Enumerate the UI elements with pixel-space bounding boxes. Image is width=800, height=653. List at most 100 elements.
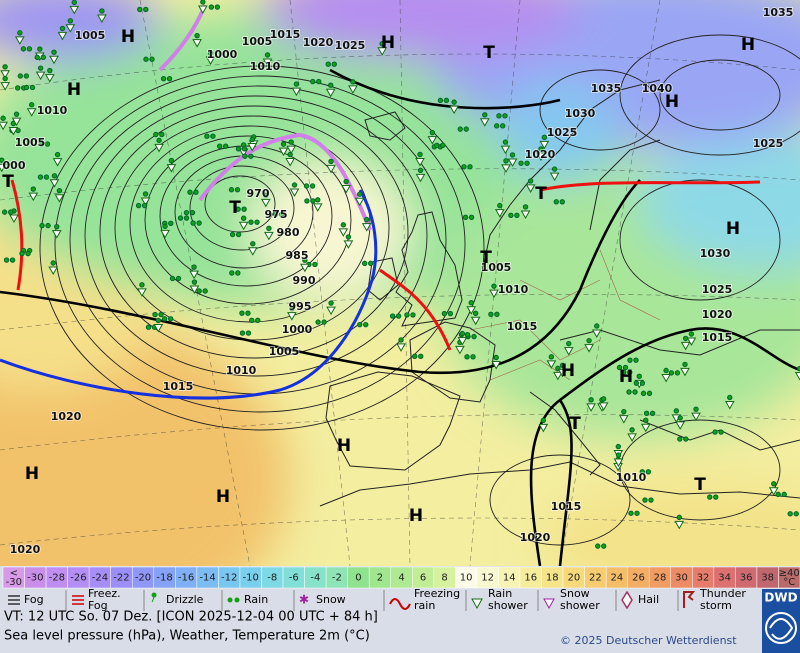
rain-dot — [241, 146, 248, 152]
rain-dot — [538, 146, 544, 152]
rain-dot — [459, 330, 466, 337]
isobar-label: 1010 — [250, 60, 281, 73]
shower-symbol — [768, 487, 779, 496]
rain-dot — [143, 6, 149, 13]
shower-symbol — [343, 240, 354, 249]
rain-dot — [166, 75, 173, 82]
rain-dot — [468, 300, 474, 306]
scale-label: 14 — [503, 573, 516, 584]
shower-symbol — [354, 197, 365, 207]
rain-dot — [51, 173, 58, 179]
shower-symbol — [286, 145, 297, 155]
rain-dot — [175, 275, 182, 282]
isobar-label: 1015 — [551, 500, 582, 513]
rain-dot — [457, 126, 463, 132]
pressure-system: H — [665, 92, 679, 112]
rain-dot — [248, 219, 254, 225]
isobar — [539, 69, 661, 151]
shower-symbol — [674, 520, 685, 530]
rain-dot — [325, 61, 331, 67]
rain-dot — [621, 369, 627, 375]
rain-dot — [693, 406, 699, 412]
rain-dot — [309, 183, 316, 189]
rain-dot — [321, 319, 327, 325]
pressure-system: T — [480, 248, 492, 268]
rain-dot — [71, 0, 77, 6]
rain-dot — [43, 174, 50, 180]
rain-dot — [497, 202, 503, 209]
rain-dot — [615, 443, 622, 450]
rain-dot — [310, 78, 316, 85]
rain-dot — [214, 4, 221, 10]
rain-dot — [196, 288, 202, 294]
scale-label: -8 — [267, 573, 277, 584]
rain-dot — [235, 270, 241, 276]
scale-label: 0 — [355, 573, 361, 584]
rain-dot — [20, 46, 27, 52]
shower-symbol — [598, 402, 609, 411]
shower-symbol — [192, 39, 202, 48]
rain-dot — [379, 41, 385, 47]
shower-symbol — [189, 285, 200, 295]
rain-dot — [0, 115, 6, 121]
scale-label: 34 — [718, 573, 731, 584]
rain-dot — [38, 141, 45, 147]
rain-dot — [674, 370, 681, 376]
rain-dot — [771, 481, 777, 487]
rain-dot — [54, 151, 61, 158]
rain-dot — [17, 73, 24, 79]
rain-dot — [363, 216, 370, 223]
rain-dot — [287, 151, 293, 158]
shower-symbol — [525, 184, 536, 193]
pressure-system: H — [381, 33, 395, 53]
rain-dot — [509, 152, 516, 158]
rain-dot — [464, 332, 471, 338]
scale-label: -16 — [178, 573, 194, 584]
rain-dot — [208, 4, 215, 10]
rain-dot — [34, 54, 40, 61]
rain-dot — [9, 257, 16, 263]
rain-dot — [443, 97, 450, 104]
shower-symbol — [415, 157, 425, 167]
isobar — [489, 454, 631, 546]
rain-dot — [600, 396, 607, 402]
rain-dot — [395, 313, 402, 319]
shower-symbol — [247, 247, 258, 256]
rain-dot — [350, 79, 356, 85]
pressure-system: H — [619, 367, 633, 387]
isobar-label: 1005 — [242, 35, 273, 48]
scale-label: 10 — [460, 573, 473, 584]
rain-dot — [56, 188, 63, 194]
shower-symbol — [14, 36, 25, 45]
rain-dot — [601, 543, 607, 549]
rain-dot — [615, 452, 622, 458]
rain-dot — [143, 56, 149, 62]
rain-dot — [137, 6, 143, 13]
isobar-label: 1025 — [335, 39, 366, 52]
rain-dot — [210, 133, 216, 139]
rain-dot — [15, 85, 21, 91]
rain-dot — [142, 191, 149, 197]
shower-symbol — [0, 82, 11, 91]
legend-label: Snow — [560, 587, 590, 600]
scale-label: -28 — [49, 573, 65, 584]
isobar — [39, 65, 485, 431]
shower-symbol — [557, 368, 568, 378]
shower-symbol — [338, 228, 349, 237]
rain-dot — [622, 364, 629, 371]
shower-symbol — [291, 87, 302, 97]
rain-dot — [447, 310, 454, 317]
shower-symbol — [49, 179, 60, 188]
rain-dot — [245, 310, 251, 316]
isobar-label: 1005 — [269, 345, 300, 358]
logo-mark — [765, 612, 797, 644]
rain-dot — [23, 73, 30, 79]
shower-symbol — [44, 74, 55, 83]
rain-dot — [162, 223, 168, 230]
rain-dot — [266, 225, 272, 232]
isobar-label: 990 — [293, 274, 316, 287]
rain-dot — [639, 380, 646, 386]
rain-dot — [793, 511, 799, 517]
rain-dot — [255, 317, 261, 324]
